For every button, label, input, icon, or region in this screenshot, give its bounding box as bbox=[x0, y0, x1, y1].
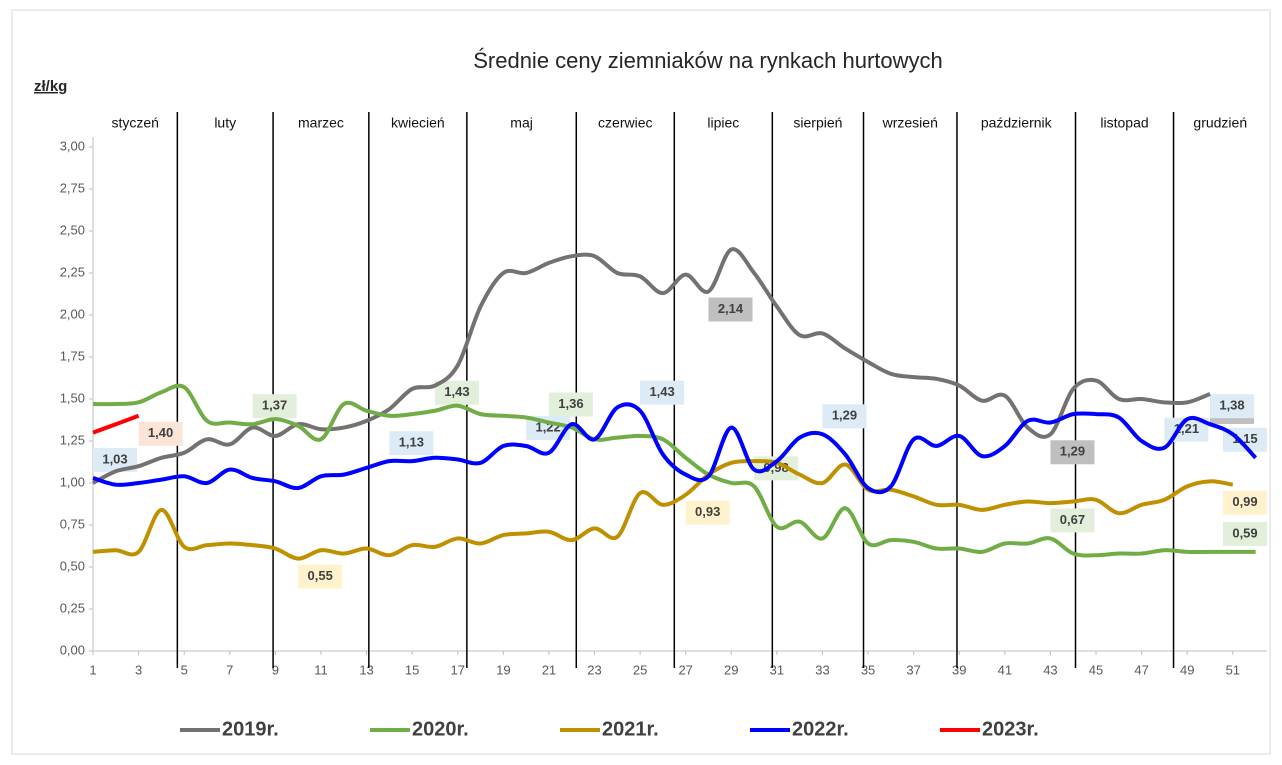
x-tick-label: 37 bbox=[906, 662, 920, 677]
month-label: luty bbox=[214, 115, 236, 131]
data-label: 1,38 bbox=[1219, 398, 1244, 413]
x-tick-label: 31 bbox=[770, 662, 784, 677]
data-label-box bbox=[640, 380, 685, 405]
data-label: 1,15 bbox=[1232, 431, 1257, 446]
x-tick-label: 45 bbox=[1089, 662, 1103, 677]
month-label: sierpień bbox=[793, 115, 842, 131]
data-label: 1,43 bbox=[444, 384, 469, 399]
data-label-box bbox=[298, 564, 343, 589]
x-tick-label: 43 bbox=[1043, 662, 1057, 677]
data-label-box bbox=[138, 421, 183, 446]
y-tick-label: 0,75 bbox=[60, 516, 85, 531]
data-label-box bbox=[434, 380, 479, 405]
series-line bbox=[92, 413, 140, 435]
x-tick-label: 27 bbox=[678, 662, 692, 677]
data-label-box bbox=[252, 394, 297, 419]
legend-label: 2021r. bbox=[602, 718, 659, 740]
data-label-box bbox=[1050, 440, 1095, 465]
data-label: 0,93 bbox=[695, 504, 720, 519]
data-label: 1,40 bbox=[148, 425, 173, 440]
data-labels: 2,141,291,531,371,431,360,980,670,590,55… bbox=[93, 297, 1267, 589]
x-tick-label: 21 bbox=[542, 662, 556, 677]
data-label: 0,67 bbox=[1060, 512, 1085, 527]
x-tick-label: 35 bbox=[861, 662, 875, 677]
x-tick-label: 47 bbox=[1134, 662, 1148, 677]
y-tick-label: 0,00 bbox=[60, 642, 85, 657]
x-tick-label: 25 bbox=[633, 662, 647, 677]
data-label: 1,36 bbox=[558, 396, 583, 411]
y-tick-label: 1,50 bbox=[60, 390, 85, 405]
y-tick-label: 1,00 bbox=[60, 474, 85, 489]
data-label-box bbox=[548, 392, 593, 417]
x-tick-label: 3 bbox=[135, 662, 142, 677]
data-label: 0,59 bbox=[1232, 525, 1257, 540]
x-tick-label: 9 bbox=[272, 662, 279, 677]
x-tick-label: 41 bbox=[998, 662, 1012, 677]
data-label-box bbox=[685, 500, 730, 525]
x-tick-label: 39 bbox=[952, 662, 966, 677]
data-label-box bbox=[822, 404, 867, 429]
x-tick-label: 7 bbox=[226, 662, 233, 677]
y-tick-label: 3,00 bbox=[60, 138, 85, 153]
legend-label: 2020r. bbox=[412, 718, 469, 740]
x-tick-label: 5 bbox=[181, 662, 188, 677]
x-tick-label: 19 bbox=[496, 662, 510, 677]
month-label: maj bbox=[510, 115, 533, 131]
data-label: 1,29 bbox=[1060, 444, 1085, 459]
data-label-box bbox=[1210, 394, 1255, 419]
chart-title: Średnie ceny ziemniaków na rynkach hurto… bbox=[473, 48, 943, 73]
y-tick-label: 2,25 bbox=[60, 264, 85, 279]
x-tick-label: 13 bbox=[359, 662, 373, 677]
series-line bbox=[92, 459, 1234, 561]
x-tick-label: 1 bbox=[89, 662, 96, 677]
data-label: 0,99 bbox=[1232, 494, 1257, 509]
x-tick-label: 33 bbox=[815, 662, 829, 677]
legend-label: 2023r. bbox=[982, 718, 1039, 740]
y-tick-label: 1,25 bbox=[60, 432, 85, 447]
data-label: 2,14 bbox=[718, 301, 744, 316]
month-label: listopad bbox=[1100, 115, 1148, 131]
data-label: 1,37 bbox=[262, 398, 287, 413]
legend-label: 2022r. bbox=[792, 718, 849, 740]
month-label: kwiecień bbox=[391, 115, 445, 131]
x-tick-label: 29 bbox=[724, 662, 738, 677]
data-label: 1,43 bbox=[649, 384, 674, 399]
x-tick-label: 49 bbox=[1180, 662, 1194, 677]
x-tick-label: 15 bbox=[405, 662, 419, 677]
y-tick-label: 0,50 bbox=[60, 558, 85, 573]
series-line bbox=[92, 402, 1258, 495]
y-tick-label: 1,75 bbox=[60, 348, 85, 363]
data-label: 1,29 bbox=[832, 408, 857, 423]
x-tick-label: 11 bbox=[314, 662, 328, 677]
month-label: marzec bbox=[298, 115, 344, 131]
series-line bbox=[92, 383, 1256, 558]
y-tick-label: 2,75 bbox=[60, 180, 85, 195]
month-label: październik bbox=[981, 115, 1053, 131]
data-label-box bbox=[1050, 508, 1095, 533]
month-label: czerwiec bbox=[598, 115, 652, 131]
data-label-box bbox=[389, 431, 434, 456]
y-tick-label: 2,50 bbox=[60, 222, 85, 237]
data-label-box bbox=[1223, 521, 1267, 546]
x-tick-label: 23 bbox=[587, 662, 601, 677]
y-tick-label: 0,25 bbox=[60, 600, 85, 615]
y-tick-label: 2,00 bbox=[60, 306, 85, 321]
series-line bbox=[92, 247, 1211, 485]
month-label: grudzień bbox=[1193, 115, 1247, 131]
legend-label: 2019r. bbox=[222, 718, 279, 740]
data-label-box bbox=[1223, 490, 1267, 515]
data-label: 1,03 bbox=[102, 451, 127, 466]
x-tick-label: 17 bbox=[451, 662, 465, 677]
month-label: lipiec bbox=[707, 115, 739, 131]
y-axis-label: zł/kg bbox=[34, 78, 67, 95]
month-label: wrzesień bbox=[882, 115, 938, 131]
data-label: 0,55 bbox=[308, 568, 333, 583]
data-label: 1,13 bbox=[399, 435, 424, 450]
month-label: styczeń bbox=[111, 115, 158, 131]
data-label-box bbox=[708, 297, 753, 322]
x-tick-label: 51 bbox=[1226, 662, 1240, 677]
